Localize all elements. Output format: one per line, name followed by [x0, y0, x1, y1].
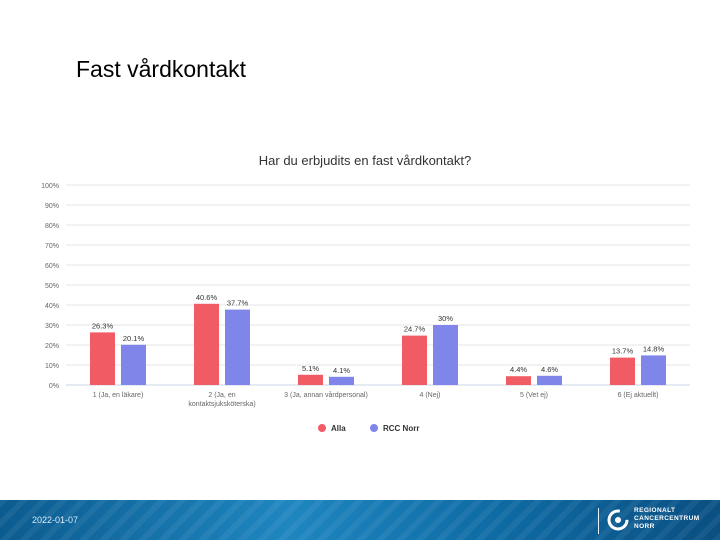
y-tick-label: 30% — [45, 323, 59, 330]
y-tick-label: 0% — [49, 383, 59, 390]
y-tick-label: 90% — [45, 203, 59, 210]
x-tick-label: 4 (Nej) — [419, 392, 440, 399]
logo-line-3: NORR — [634, 523, 655, 530]
data-label: 26.3% — [92, 321, 114, 330]
logo-text: REGIONALT CANCERCENTRUM NORR — [634, 507, 700, 531]
x-tick-label: 3 (Ja, annan vårdpersonal) — [284, 391, 368, 399]
y-tick-label: 80% — [45, 223, 59, 230]
logo-line-1: REGIONALT — [634, 507, 676, 514]
legend-label: Alla — [331, 424, 346, 433]
bar-chart: Har du erbjudits en fast vårdkontakt? 0%… — [41, 153, 690, 433]
bar-rcc-norr — [537, 375, 562, 385]
x-tick-label: 6 (Ej aktuellt) — [618, 392, 659, 399]
y-tick-label: 70% — [45, 243, 59, 250]
data-label: 37.7% — [227, 299, 249, 308]
data-label: 5.1% — [302, 364, 319, 373]
x-tick-label: 1 (Ja, en läkare) — [93, 392, 144, 399]
data-label: 4.6% — [541, 365, 558, 374]
legend-marker — [318, 424, 326, 432]
data-label: 20.1% — [123, 334, 145, 343]
bar-alla — [610, 357, 635, 385]
bar-alla — [402, 335, 427, 385]
y-tick-label: 40% — [45, 303, 59, 310]
footer-date: 2022-01-07 — [32, 515, 79, 525]
chart-title: Har du erbjudits en fast vårdkontakt? — [259, 153, 471, 168]
x-tick-label: 5 (Vet ej) — [520, 392, 548, 399]
y-tick-label: 100% — [41, 183, 59, 190]
x-tick-label: 2 (Ja, en — [208, 392, 235, 399]
slide-title: Fast vårdkontakt — [76, 56, 247, 82]
bar-alla — [298, 374, 323, 385]
bar-alla — [506, 376, 531, 385]
y-tick-label: 20% — [45, 343, 59, 350]
bar-alla — [194, 303, 219, 385]
y-tick-label: 50% — [45, 283, 59, 290]
x-tick-label: kontaktsjuksköterska) — [188, 401, 255, 408]
y-tick-label: 60% — [45, 263, 59, 270]
bar-rcc-norr — [121, 344, 146, 385]
y-tick-label: 10% — [45, 363, 59, 370]
data-label: 24.7% — [404, 325, 426, 334]
data-label: 40.6% — [196, 293, 218, 302]
rcc-logo-icon — [607, 509, 629, 531]
legend-label: RCC Norr — [383, 424, 419, 433]
legend-marker — [370, 424, 378, 432]
bar-rcc-norr — [433, 325, 458, 385]
data-label: 30% — [438, 314, 453, 323]
bar-alla — [90, 332, 115, 385]
footer-bar: 2022-01-07 REGIONALT CANCERCENTRUM NORR — [0, 500, 720, 540]
data-label: 13.7% — [612, 347, 634, 356]
logo-line-2: CANCERCENTRUM — [634, 515, 700, 522]
data-label: 14.8% — [643, 344, 665, 353]
data-label: 4.4% — [510, 365, 527, 374]
bar-rcc-norr — [329, 376, 354, 385]
bar-rcc-norr — [641, 355, 666, 385]
logo-divider — [598, 508, 599, 534]
footer-texture — [0, 500, 720, 540]
bar-rcc-norr — [225, 309, 250, 385]
data-label: 4.1% — [333, 366, 350, 375]
